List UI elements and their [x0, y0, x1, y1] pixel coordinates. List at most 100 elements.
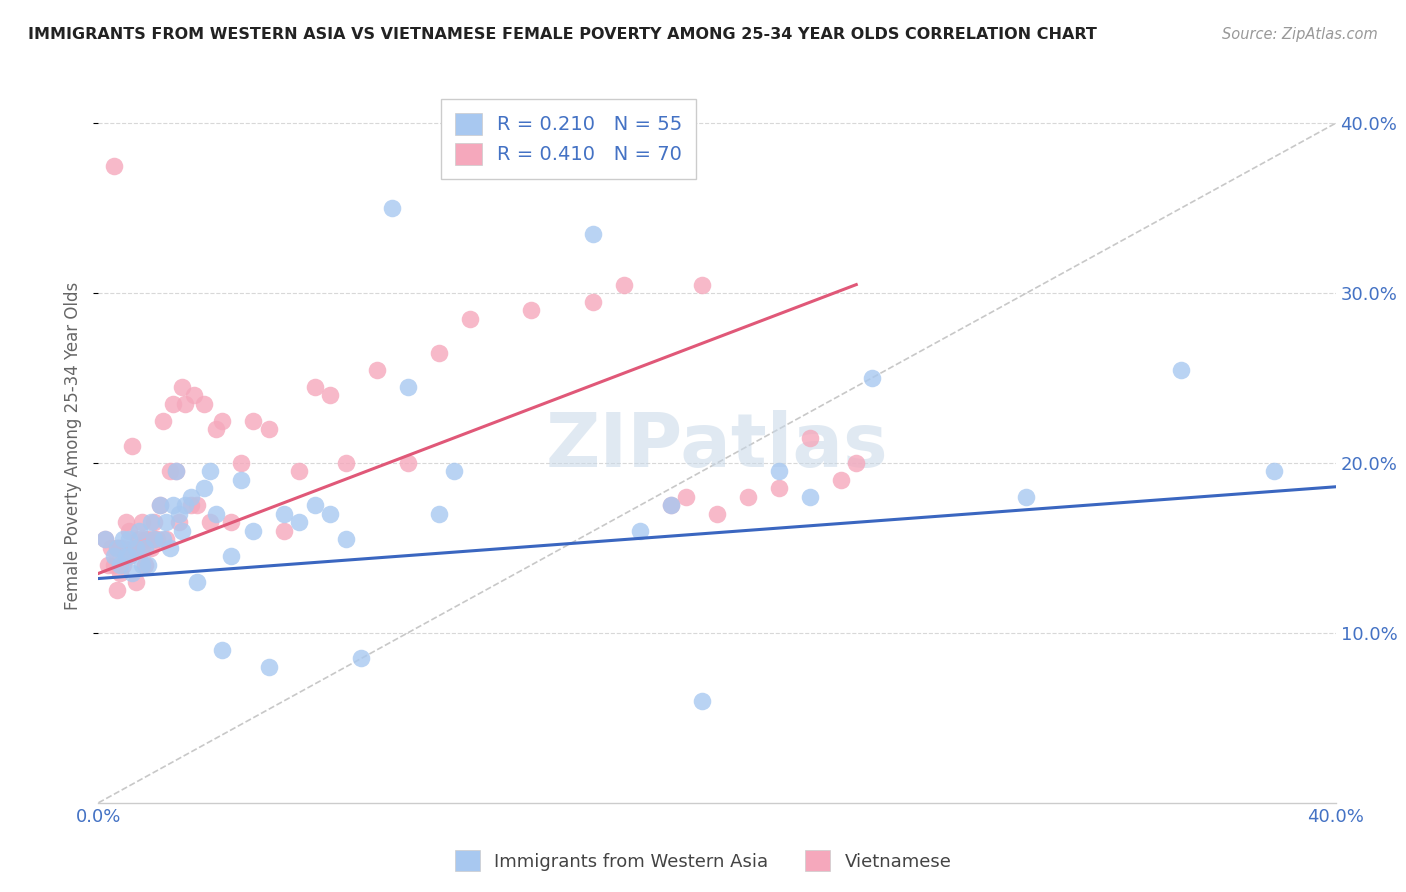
Point [1170, 362, 1192, 376]
Point [174, 499, 197, 513]
Point [350, 651, 373, 665]
Point [134, 558, 156, 572]
Point [121, 439, 143, 453]
Point [427, 345, 450, 359]
Point [221, 549, 243, 564]
Point [108, 558, 131, 572]
Point [229, 473, 252, 487]
Point [105, 541, 128, 555]
Point [690, 694, 713, 708]
Point [170, 524, 193, 538]
Point [105, 541, 128, 555]
Point [108, 566, 131, 581]
Point [112, 533, 135, 547]
Point [118, 549, 141, 564]
Point [180, 499, 202, 513]
Point [427, 507, 450, 521]
Point [105, 583, 128, 598]
Point [131, 541, 153, 555]
Point [613, 277, 636, 292]
Point [103, 558, 125, 572]
Point [396, 379, 419, 393]
Point [659, 499, 682, 513]
Point [860, 371, 883, 385]
Point [112, 558, 135, 572]
Point [136, 533, 159, 547]
Point [167, 516, 190, 530]
Point [205, 507, 228, 521]
Point [211, 643, 233, 657]
Point [115, 516, 138, 530]
Point [134, 533, 156, 547]
Point [304, 499, 326, 513]
Point [335, 533, 357, 547]
Point [124, 574, 146, 589]
Point [165, 465, 187, 479]
Text: ZIPatlas: ZIPatlas [546, 409, 889, 483]
Point [159, 465, 181, 479]
Point [174, 396, 197, 410]
Point [143, 533, 166, 547]
Point [319, 507, 342, 521]
Point [124, 541, 146, 555]
Point [799, 430, 821, 444]
Point [1015, 490, 1038, 504]
Point [211, 413, 233, 427]
Point [103, 549, 125, 564]
Point [830, 473, 852, 487]
Point [131, 558, 153, 572]
Point [108, 541, 131, 555]
Point [381, 201, 404, 215]
Point [1263, 465, 1285, 479]
Point [100, 541, 122, 555]
Point [845, 456, 868, 470]
Point [112, 541, 135, 555]
Legend: Immigrants from Western Asia, Vietnamese: Immigrants from Western Asia, Vietnamese [447, 843, 959, 879]
Point [155, 516, 177, 530]
Point [115, 549, 138, 564]
Point [205, 422, 228, 436]
Point [186, 499, 208, 513]
Point [165, 465, 187, 479]
Point [159, 541, 181, 555]
Point [136, 558, 159, 572]
Point [118, 549, 141, 564]
Point [139, 541, 162, 555]
Point [97, 558, 120, 572]
Point [152, 413, 174, 427]
Point [193, 396, 215, 410]
Point [273, 507, 295, 521]
Point [170, 379, 193, 393]
Point [152, 533, 174, 547]
Point [198, 465, 221, 479]
Point [304, 379, 326, 393]
Point [143, 516, 166, 530]
Point [675, 490, 697, 504]
Text: IMMIGRANTS FROM WESTERN ASIA VS VIETNAMESE FEMALE POVERTY AMONG 25-34 YEAR OLDS : IMMIGRANTS FROM WESTERN ASIA VS VIETNAME… [28, 27, 1097, 42]
Point [799, 490, 821, 504]
Point [146, 533, 169, 547]
Point [242, 413, 264, 427]
Point [183, 388, 205, 402]
Point [582, 294, 605, 309]
Text: Source: ZipAtlas.com: Source: ZipAtlas.com [1222, 27, 1378, 42]
Point [628, 524, 651, 538]
Point [128, 524, 150, 538]
Point [134, 541, 156, 555]
Point [288, 465, 311, 479]
Point [167, 507, 190, 521]
Point [103, 159, 125, 173]
Point [118, 533, 141, 547]
Point [690, 277, 713, 292]
Point [198, 516, 221, 530]
Point [737, 490, 759, 504]
Point [193, 482, 215, 496]
Point [139, 516, 162, 530]
Point [288, 516, 311, 530]
Point [93, 533, 115, 547]
Point [520, 303, 543, 318]
Point [257, 660, 280, 674]
Point [319, 388, 342, 402]
Point [242, 524, 264, 538]
Point [458, 311, 481, 326]
